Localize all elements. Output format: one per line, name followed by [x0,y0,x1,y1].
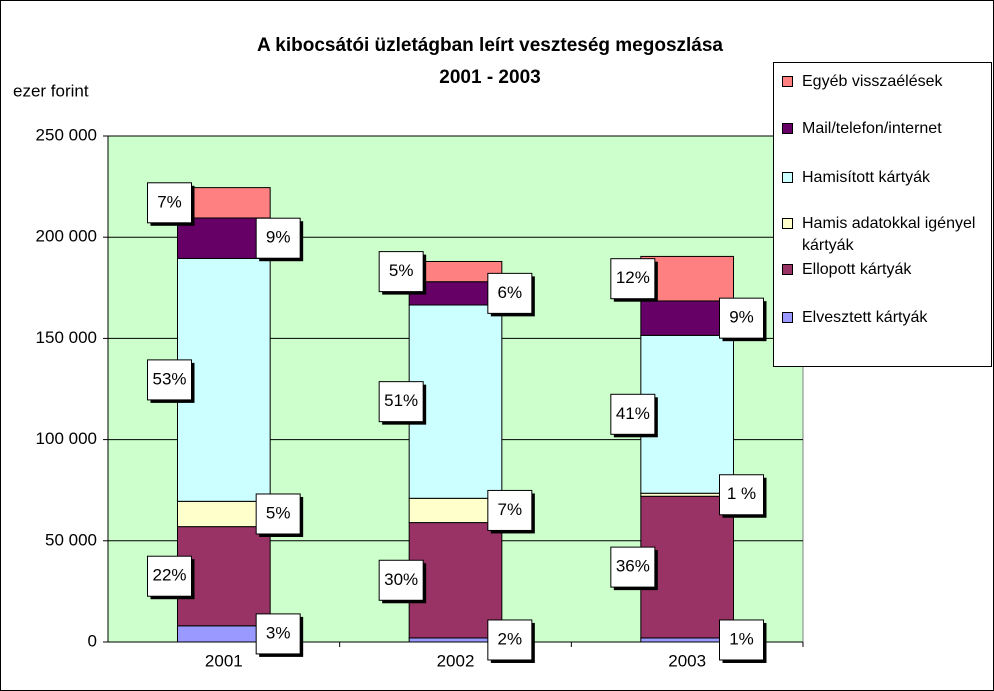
data-label-box [610,258,656,300]
chart-title: 2001 - 2003 [439,67,540,88]
legend-swatch [782,172,793,183]
legend-label: Egyéb visszaélések [802,73,943,90]
data-label: 2% [498,629,523,648]
y-axis-label: ezer forint [13,81,89,100]
data-label-box [719,619,764,661]
x-tick-label: 2001 [205,651,243,670]
chart-title: A kibocsátói üzletágban leírt veszteség … [257,35,723,56]
data-label: 7% [498,500,523,519]
y-tick-label: 250 000 [36,125,97,144]
data-label-box [378,251,424,293]
data-label: 5% [266,503,291,522]
legend-swatch [782,76,793,87]
legend-label: Elvesztett kártyák [802,309,928,326]
data-label-box [487,489,533,531]
data-label-box [487,272,533,314]
data-label: 36% [616,557,650,576]
legend-label: Hamisított kártyák [802,169,931,186]
data-label: 51% [384,391,418,410]
data-label-box [378,559,424,601]
data-label-box [719,297,764,339]
legend-swatch [782,218,793,229]
bar-segment [177,500,271,528]
legend-entry: Egyéb visszaélések [782,71,987,93]
legend-entry: Hamisított kártyák [782,167,987,189]
legend-swatch [782,123,793,134]
data-label: 30% [384,570,418,589]
y-tick-label: 150 000 [36,328,97,347]
data-label: 9% [729,308,754,327]
data-label: 22% [152,566,186,585]
x-tick-label: 2003 [668,651,706,670]
data-label: 12% [616,268,650,287]
legend: Egyéb visszaélések Mail/telefon/internet H… [773,62,992,367]
y-tick-label: 50 000 [45,530,97,549]
data-label: 6% [498,283,523,302]
data-label-box [378,381,424,423]
data-label: 9% [266,228,291,247]
y-tick-label: 200 000 [36,227,97,246]
bar-segment [640,300,734,336]
data-label: 53% [152,369,186,388]
legend-label: Ellopott kártyák [802,261,912,278]
data-label-box [255,217,301,259]
data-label: 1 % [727,484,756,503]
data-label-box [147,555,192,597]
data-label: 1% [729,629,754,648]
data-label-box [610,546,656,588]
legend-entry: Ellopott kártyák [782,259,987,281]
data-label-box [255,493,301,535]
legend-swatch [782,264,793,275]
data-label-box [147,182,192,224]
legend-entry: Elvesztett kártyák [782,307,987,329]
y-tick-label: 100 000 [36,429,97,448]
x-tick-label: 2002 [437,651,475,670]
data-label: 5% [389,261,414,280]
legend-label: Mail/telefon/internet [802,120,942,137]
data-label-box [487,619,533,661]
data-label: 7% [157,192,182,211]
data-label: 41% [616,404,650,423]
legend-label: Hamis adatokkal igényel kártyák [802,215,976,254]
legend-entry: Hamis adatokkal igényel kártyák [782,213,987,257]
data-label-box [255,613,301,655]
data-label-box [610,393,656,435]
data-label-box [147,359,192,401]
legend-swatch [782,312,793,323]
bar-segment [408,497,503,524]
data-label-box [719,474,764,516]
legend-entry: Mail/telefon/internet [782,118,987,140]
y-tick-label: 0 [88,631,97,650]
data-label: 3% [266,623,291,642]
